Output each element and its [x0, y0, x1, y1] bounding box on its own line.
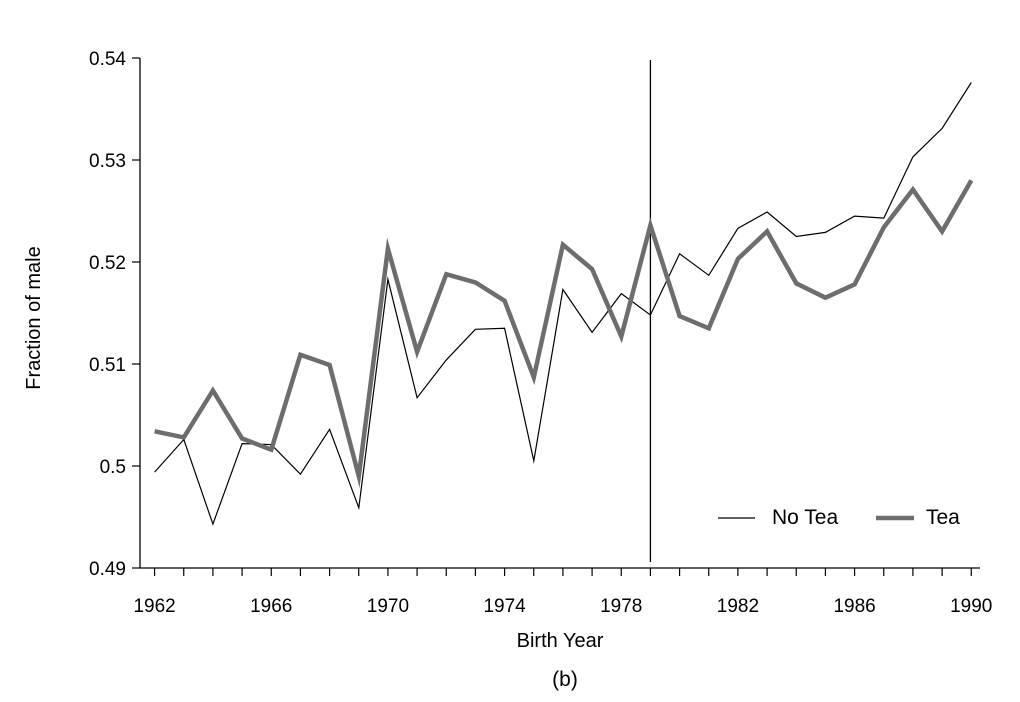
- series-line-no-tea: [154, 82, 972, 526]
- x-tick-label: 1966: [250, 596, 292, 617]
- x-axis-title: Birth Year: [517, 630, 604, 652]
- series-line-tea: [154, 179, 974, 488]
- x-tick-label: 1962: [133, 596, 175, 617]
- x-tick-label: 1990: [950, 596, 992, 617]
- y-tick-label: 0.5: [100, 457, 126, 478]
- x-tick-label: 1974: [483, 596, 526, 617]
- chart-ticks: 0.49 0.5 0.51 0.52 0.53 0.54 1962 1966 1970 1974 1…: [89, 49, 992, 617]
- legend: No Tea Tea: [718, 506, 960, 529]
- figure-caption: (b): [552, 668, 578, 691]
- legend-label-no-tea: No Tea: [772, 506, 838, 529]
- x-tick-label: 1970: [367, 596, 409, 617]
- y-tick-label: 0.51: [89, 355, 126, 376]
- y-tick-label: 0.52: [89, 253, 126, 274]
- x-tick-label: 1978: [600, 596, 642, 617]
- y-tick-label: 0.54: [89, 49, 126, 70]
- x-tick-label: 1982: [717, 596, 759, 617]
- chart-series: [154, 82, 974, 526]
- y-tick-label: 0.53: [89, 151, 126, 172]
- y-axis-title: Fraction of male: [23, 246, 45, 389]
- legend-label-tea: Tea: [926, 506, 960, 529]
- y-tick-label: 0.49: [89, 559, 126, 580]
- chart-axes: [139, 58, 980, 569]
- x-tick-label: 1986: [833, 596, 875, 617]
